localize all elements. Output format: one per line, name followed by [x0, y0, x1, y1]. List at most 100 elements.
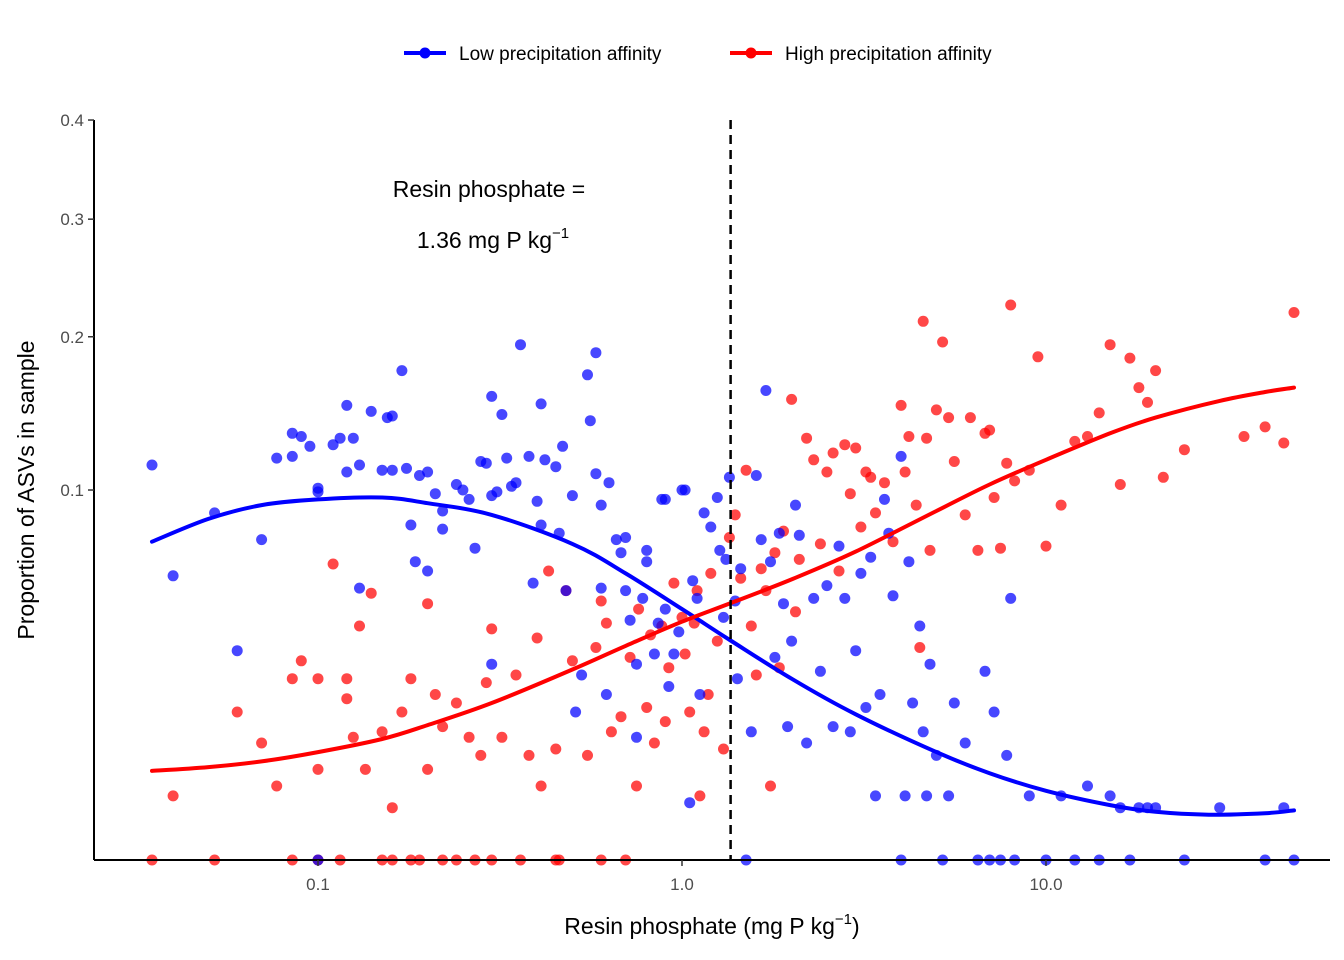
legend-marker	[745, 47, 757, 59]
x-axis-title: Resin phosphate (mg P kg−1)	[564, 911, 859, 939]
data-point	[376, 464, 388, 476]
y-ticks: 0.1 0.2 0.3 0.4	[60, 111, 94, 500]
data-point	[501, 452, 513, 464]
data-point	[943, 790, 955, 802]
x-axis-title-sup: −1	[835, 911, 852, 928]
data-point	[814, 538, 826, 550]
data-point	[560, 585, 572, 597]
data-point	[793, 553, 805, 565]
data-point	[972, 544, 984, 556]
annotation-line2-text: 1.36 mg P kg	[417, 227, 552, 253]
data-point	[943, 412, 955, 424]
data-point	[979, 665, 991, 677]
data-point	[750, 669, 762, 681]
data-point	[231, 706, 243, 718]
data-point	[429, 488, 441, 500]
data-point	[386, 464, 398, 476]
data-point	[1278, 437, 1290, 449]
data-point	[167, 570, 179, 582]
data-point	[924, 544, 936, 556]
data-point	[496, 731, 508, 743]
data-point	[590, 468, 602, 480]
data-point	[723, 532, 735, 543]
data-point	[231, 645, 243, 657]
data-point	[684, 706, 696, 718]
fit-curve	[150, 495, 1296, 817]
data-point	[386, 410, 398, 422]
data-point	[1005, 299, 1017, 311]
x-tick-label: 10.0	[1029, 875, 1062, 894]
data-point	[930, 404, 942, 416]
data-point	[833, 540, 845, 552]
data-point	[535, 398, 547, 410]
data-point	[1001, 749, 1013, 761]
data-point	[723, 471, 735, 483]
data-point	[698, 726, 710, 738]
data-point	[359, 763, 371, 775]
x-ticks: 0.1 1.0 10.0	[306, 860, 1063, 894]
data-point	[422, 565, 434, 577]
data-point	[605, 726, 617, 738]
data-point	[396, 706, 408, 718]
data-point	[765, 556, 776, 568]
data-point	[386, 802, 398, 814]
axes	[93, 120, 1330, 861]
data-point	[401, 462, 412, 474]
data-point	[341, 466, 353, 478]
data-point	[610, 534, 622, 546]
data-point	[755, 563, 767, 575]
data-point	[624, 614, 636, 626]
data-point	[486, 623, 498, 635]
data-point	[1259, 421, 1271, 433]
data-point	[679, 484, 691, 496]
data-point	[948, 697, 960, 709]
data-point	[1150, 365, 1162, 377]
data-point	[1093, 407, 1105, 419]
data-point	[895, 399, 907, 411]
data-point	[773, 527, 785, 539]
data-point	[600, 689, 612, 700]
data-point	[1001, 457, 1013, 469]
data-point	[271, 780, 283, 792]
data-point	[879, 493, 890, 505]
data-point	[984, 424, 996, 436]
data-point	[1157, 471, 1169, 483]
data-point	[515, 339, 526, 351]
points-layer	[146, 299, 1300, 866]
data-point	[668, 648, 680, 660]
data-point	[964, 412, 976, 424]
data-point	[286, 673, 298, 685]
data-point	[659, 716, 671, 728]
data-point	[778, 598, 789, 610]
data-point	[694, 790, 706, 802]
data-point	[641, 556, 653, 568]
data-point	[286, 427, 298, 439]
data-point	[510, 669, 522, 681]
data-point	[821, 580, 833, 592]
data-point	[631, 658, 642, 670]
data-point	[167, 790, 179, 802]
data-point	[1124, 352, 1136, 364]
legend-item: High precipitation affinity	[730, 44, 992, 65]
data-point	[870, 790, 881, 802]
data-point	[801, 737, 813, 749]
data-point	[590, 642, 602, 653]
data-point	[256, 534, 268, 546]
data-point	[663, 662, 675, 674]
data-point	[615, 711, 627, 723]
data-point	[921, 432, 933, 444]
data-point	[814, 665, 826, 677]
data-point	[663, 681, 675, 692]
data-point	[855, 521, 867, 533]
data-point	[1082, 780, 1093, 792]
data-point	[887, 536, 899, 548]
data-point	[769, 651, 781, 663]
data-point	[437, 523, 449, 535]
data-point	[531, 632, 543, 644]
data-point	[1214, 802, 1226, 814]
data-point	[486, 390, 498, 402]
y-tick-label: 0.3	[60, 210, 84, 229]
legend-marker	[419, 47, 431, 59]
legend-label: High precipitation affinity	[785, 44, 992, 65]
data-point	[903, 431, 915, 442]
